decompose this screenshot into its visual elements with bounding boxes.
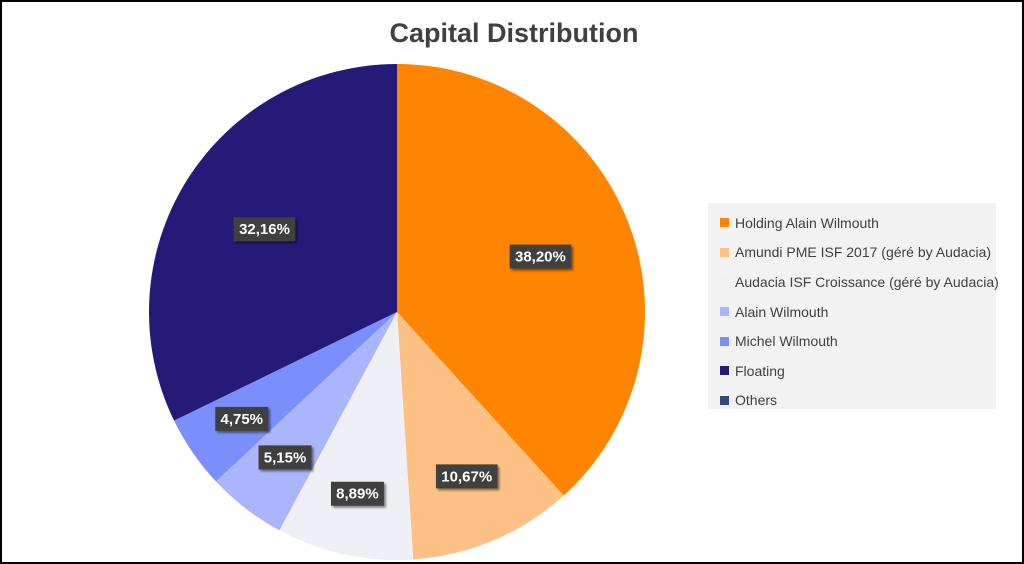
pie-slice-2	[397, 312, 564, 560]
data-label-text: 5,15%	[264, 449, 307, 466]
legend-label: Amundi PME ISF 2017 (géré by Audacia)	[735, 244, 992, 261]
legend-swatch	[720, 395, 729, 405]
legend-label: Floating	[735, 362, 785, 379]
pie-slice-1	[397, 64, 645, 496]
data-label-box	[258, 445, 312, 470]
legend-swatch	[720, 336, 729, 346]
data-label-1: 38,20%	[509, 244, 572, 269]
legend-item: Holding Alain Wilmouth	[720, 208, 996, 238]
legend-label: Alain Wilmouth	[735, 303, 829, 320]
data-label-text: 4,75%	[220, 411, 263, 428]
legend-item: Audacia ISF Croissance (géré by Audacia)	[720, 267, 999, 297]
legend-label: Audacia ISF Croissance (géré by Audacia)	[735, 273, 999, 290]
legend-item: Michel Wilmouth	[720, 326, 996, 356]
legend-item: Others	[720, 386, 996, 416]
data-label-4: 5,15%	[258, 445, 312, 470]
data-label-text: 32,16%	[239, 221, 290, 238]
chart-legend: Holding Alain Wilmouth Amundi PME ISF 201…	[708, 203, 999, 409]
legend-swatch	[720, 247, 729, 257]
data-label-box	[215, 406, 269, 431]
data-label-text: 8,89%	[336, 486, 379, 503]
data-label-5: 4,75%	[215, 406, 269, 431]
data-label-box	[435, 464, 498, 489]
legend-label: Others	[735, 392, 778, 409]
legend-swatch	[720, 366, 729, 376]
data-label-box	[330, 481, 384, 506]
legend-swatch	[720, 218, 729, 228]
legend-swatch	[720, 277, 729, 287]
data-label-6: 32,16%	[233, 217, 296, 242]
data-label-text: 38,20%	[515, 249, 566, 266]
data-label-box	[233, 217, 296, 242]
pie-slice-6	[149, 64, 397, 421]
data-label-box	[509, 244, 572, 269]
chart-title: Capital Distribution	[389, 18, 639, 48]
data-label-3: 8,89%	[330, 481, 384, 506]
data-label-text: 10,67%	[441, 468, 492, 485]
legend-label: Michel Wilmouth	[735, 333, 838, 350]
legend-label: Holding Alain Wilmouth	[735, 214, 879, 231]
legend-item: Alain Wilmouth	[720, 297, 996, 327]
pie-slice-5	[174, 312, 397, 482]
legend-item: Amundi PME ISF 2017 (géré by Audacia)	[720, 238, 996, 268]
legend-item: Floating	[720, 356, 996, 386]
data-label-2: 10,67%	[435, 464, 498, 489]
pie-slice-4	[215, 312, 397, 531]
legend-swatch	[720, 307, 729, 317]
